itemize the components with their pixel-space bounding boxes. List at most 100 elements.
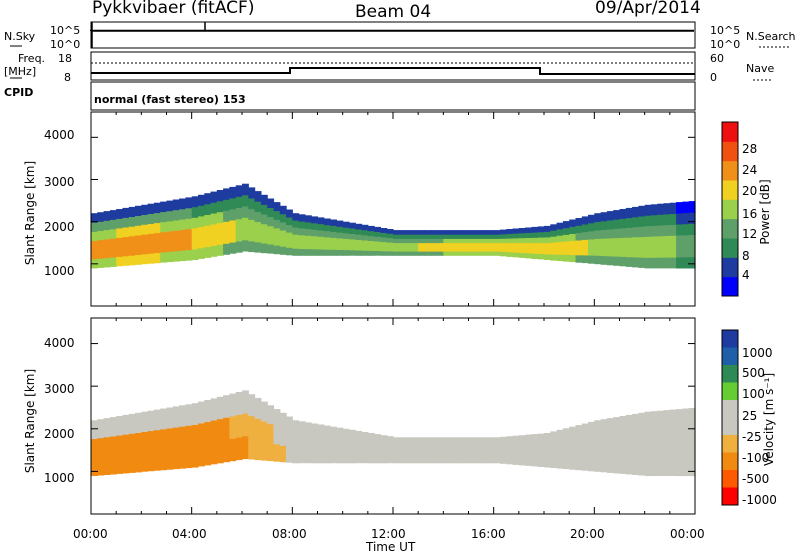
power-cell xyxy=(506,238,514,244)
velocity-cell xyxy=(449,454,457,459)
velocity-cell xyxy=(531,444,539,451)
velocity-cell xyxy=(267,451,275,462)
velocity-cell xyxy=(267,433,275,443)
power-cell xyxy=(122,236,130,247)
velocity-cell xyxy=(380,453,388,459)
power-cell xyxy=(229,186,237,199)
power-cell xyxy=(166,220,174,232)
velocity-cell xyxy=(116,425,124,436)
power-cell xyxy=(443,238,451,244)
velocity-cell xyxy=(103,455,111,466)
power-cell xyxy=(575,232,583,241)
velocity-cell xyxy=(651,464,658,476)
velocity-ytick: 3000 xyxy=(44,382,75,396)
power-cell xyxy=(298,234,306,243)
velocity-ylabel: Slant Range [km] xyxy=(23,368,37,474)
power-cell xyxy=(411,238,419,244)
power-cell xyxy=(242,183,249,196)
power-cell xyxy=(544,248,551,255)
velocity-cbar-tick: -500 xyxy=(742,472,770,486)
velocity-cell xyxy=(342,428,350,435)
power-cell xyxy=(367,250,375,256)
velocity-cell xyxy=(122,453,130,464)
power-cell xyxy=(556,222,564,230)
velocity-cell xyxy=(166,438,174,450)
velocity-cell xyxy=(185,414,193,426)
power-cell xyxy=(342,249,350,256)
power-cell xyxy=(374,245,381,251)
velocity-cell xyxy=(682,430,690,443)
velocity-cell xyxy=(122,424,130,435)
power-cell xyxy=(569,254,577,263)
velocity-cell xyxy=(147,460,155,472)
power-cell xyxy=(223,232,230,244)
power-cell xyxy=(424,230,432,235)
power-cell xyxy=(198,247,205,259)
velocity-cell xyxy=(638,444,646,455)
power-cell xyxy=(606,229,614,239)
velocity-cell xyxy=(374,434,381,440)
velocity-cell xyxy=(267,414,275,425)
power-cell xyxy=(474,238,482,244)
velocity-cell xyxy=(235,448,243,461)
velocity-cell xyxy=(625,464,633,475)
power-cell xyxy=(512,238,520,244)
power-cell xyxy=(537,253,545,260)
velocity-cell xyxy=(644,465,652,477)
velocity-cell xyxy=(575,432,583,441)
velocity-cell xyxy=(128,462,136,473)
velocity-cell xyxy=(588,446,595,455)
velocity-cell xyxy=(581,431,589,440)
power-cell xyxy=(229,197,237,210)
velocity-cell xyxy=(91,429,98,440)
power-cell xyxy=(355,234,363,240)
velocity-cell xyxy=(411,454,419,459)
power-cell xyxy=(160,201,168,213)
velocity-cell xyxy=(411,437,419,442)
velocity-cell xyxy=(518,450,526,456)
power-cell xyxy=(581,224,589,233)
velocity-cell xyxy=(619,416,627,426)
power-cell xyxy=(160,231,168,243)
power-cell xyxy=(273,202,281,212)
velocity-cell xyxy=(506,459,514,465)
power-cell xyxy=(216,190,224,202)
power-cell xyxy=(581,231,589,240)
velocity-cell xyxy=(160,429,168,440)
power-cell xyxy=(361,224,369,231)
power-cell xyxy=(260,204,268,215)
velocity-cell xyxy=(260,450,268,461)
power-cell xyxy=(135,225,142,236)
power-cell xyxy=(518,252,526,258)
power-cell xyxy=(235,218,243,231)
power-cell xyxy=(455,242,463,248)
power-cell xyxy=(518,232,526,239)
velocity-cell xyxy=(109,445,117,456)
power-cell xyxy=(198,237,205,249)
velocity-cell xyxy=(374,458,381,464)
power-cell xyxy=(122,217,130,228)
velocity-cell xyxy=(625,434,633,445)
power-cell xyxy=(160,252,168,263)
velocity-cell xyxy=(97,437,105,448)
velocity-cell xyxy=(386,440,394,446)
velocity-cell xyxy=(651,443,658,455)
power-cbar-tick: 4 xyxy=(742,268,750,282)
power-cell xyxy=(191,206,199,218)
power-cell xyxy=(487,242,495,248)
velocity-cbar-tick: -25 xyxy=(742,430,762,444)
power-cell xyxy=(581,239,589,248)
velocity-cell xyxy=(512,440,520,446)
power-cell xyxy=(374,250,381,256)
velocity-cell xyxy=(342,451,350,458)
power-cell xyxy=(399,251,407,256)
power-cell xyxy=(500,229,507,235)
velocity-cell xyxy=(556,442,564,450)
power-cell xyxy=(292,220,300,228)
power-cell xyxy=(550,248,558,255)
power-cell xyxy=(556,229,564,236)
power-cell xyxy=(537,226,545,233)
power-cell xyxy=(663,257,671,269)
velocity-cell xyxy=(525,460,532,466)
velocity-cell xyxy=(487,437,495,442)
